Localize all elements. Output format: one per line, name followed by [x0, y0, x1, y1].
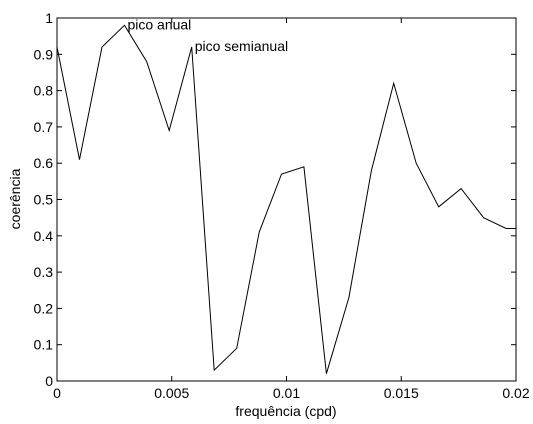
peak-annotation: pico semianual: [195, 38, 288, 54]
y-tick-label: 0.8: [34, 83, 54, 99]
peak-annotation: pico anual: [127, 16, 191, 32]
y-tick-label: 0.9: [34, 46, 54, 62]
y-tick-label: 0.4: [34, 228, 54, 244]
y-tick-label: 1: [45, 10, 53, 26]
axis-tick-labels: 0 0.005 0.01 0.015 0.02 0 0.1 0.2 0.3 0.4 0.5 0.6 0.…: [34, 10, 530, 401]
y-tick-label: 0.3: [34, 264, 54, 280]
y-tick-label: 0: [45, 373, 53, 389]
y-tick-label: 0.5: [34, 192, 54, 208]
x-tick-label: 0.02: [502, 385, 529, 401]
y-tick-label: 0.7: [34, 119, 54, 135]
x-tick-label: 0.015: [384, 385, 419, 401]
x-tick-label: 0.01: [273, 385, 300, 401]
coherence-series-line: [56, 24, 516, 374]
x-tick-label: 0: [53, 385, 61, 401]
x-tick-label: 0.005: [154, 385, 189, 401]
x-axis-label: frequência (cpd): [235, 403, 336, 419]
y-tick-label: 0.1: [34, 337, 54, 353]
y-tick-label: 0.6: [34, 155, 54, 171]
y-tick-label: 0.2: [34, 300, 54, 316]
y-axis-label: coerência: [7, 168, 23, 229]
axis-ticks: [56, 17, 517, 382]
